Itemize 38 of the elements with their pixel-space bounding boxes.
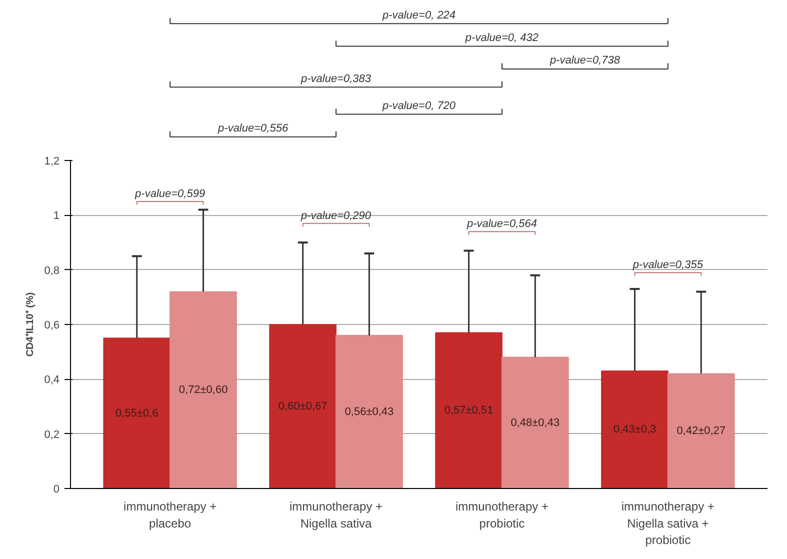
text: p-value=0, 432 <box>464 32 539 44</box>
text: p-value=0,383 <box>300 72 372 85</box>
y-tick-label: 0,2 <box>44 428 60 441</box>
y-tick-label: 1,2 <box>44 156 60 168</box>
annotation: p-value=0,599 <box>134 188 206 200</box>
bar <box>170 291 237 488</box>
bar <box>103 338 171 488</box>
bar <box>667 373 735 488</box>
x-tick-label: immunotherapy + placebo <box>124 500 217 530</box>
text: p-value=0,738 <box>548 54 621 67</box>
data-label: 0,57±0,51 <box>444 404 494 417</box>
y-tick-label: 0,6 <box>44 320 60 332</box>
data-label: 0,60±0,67 <box>278 400 328 412</box>
y-tick-label: 0,4 <box>44 374 60 386</box>
x-tick-label: immunotherapy + Nigella sativa <box>290 500 383 530</box>
y-tick-label: 0 <box>53 484 60 496</box>
bar <box>435 332 502 488</box>
data-label: 0,43±0,3 <box>613 424 656 436</box>
bar <box>269 324 337 488</box>
data-label: 0,55±0,6 <box>116 407 158 420</box>
data-label: 0,48±0,43 <box>510 416 560 429</box>
annotation: p-value=0,564 <box>466 218 537 230</box>
data-label: 0,56±0,43 <box>344 406 394 418</box>
y-axis-title: CD4⁺IL10⁺ (%) <box>25 292 36 357</box>
bar <box>501 356 569 488</box>
text: p-value=0, 224 <box>381 9 456 22</box>
y-tick-label: 1 <box>53 210 60 222</box>
x-tick-label: immunotherapy + probiotic <box>455 500 548 530</box>
bar <box>601 370 668 488</box>
x-tick-label: immunotherapy + Nigella sativa + probiotic <box>621 500 714 548</box>
annotation: p-value=0,290 <box>300 210 372 222</box>
bar <box>336 334 403 488</box>
annotation: p-value=0,355 <box>632 259 704 272</box>
text: p-value=0, 720 <box>381 100 456 112</box>
data-label: 0,72±0,60 <box>178 384 228 396</box>
y-tick-label: 0,8 <box>44 264 60 277</box>
text: p-value=0,556 <box>217 122 289 135</box>
data-label: 0,42±0,27 <box>676 425 726 438</box>
